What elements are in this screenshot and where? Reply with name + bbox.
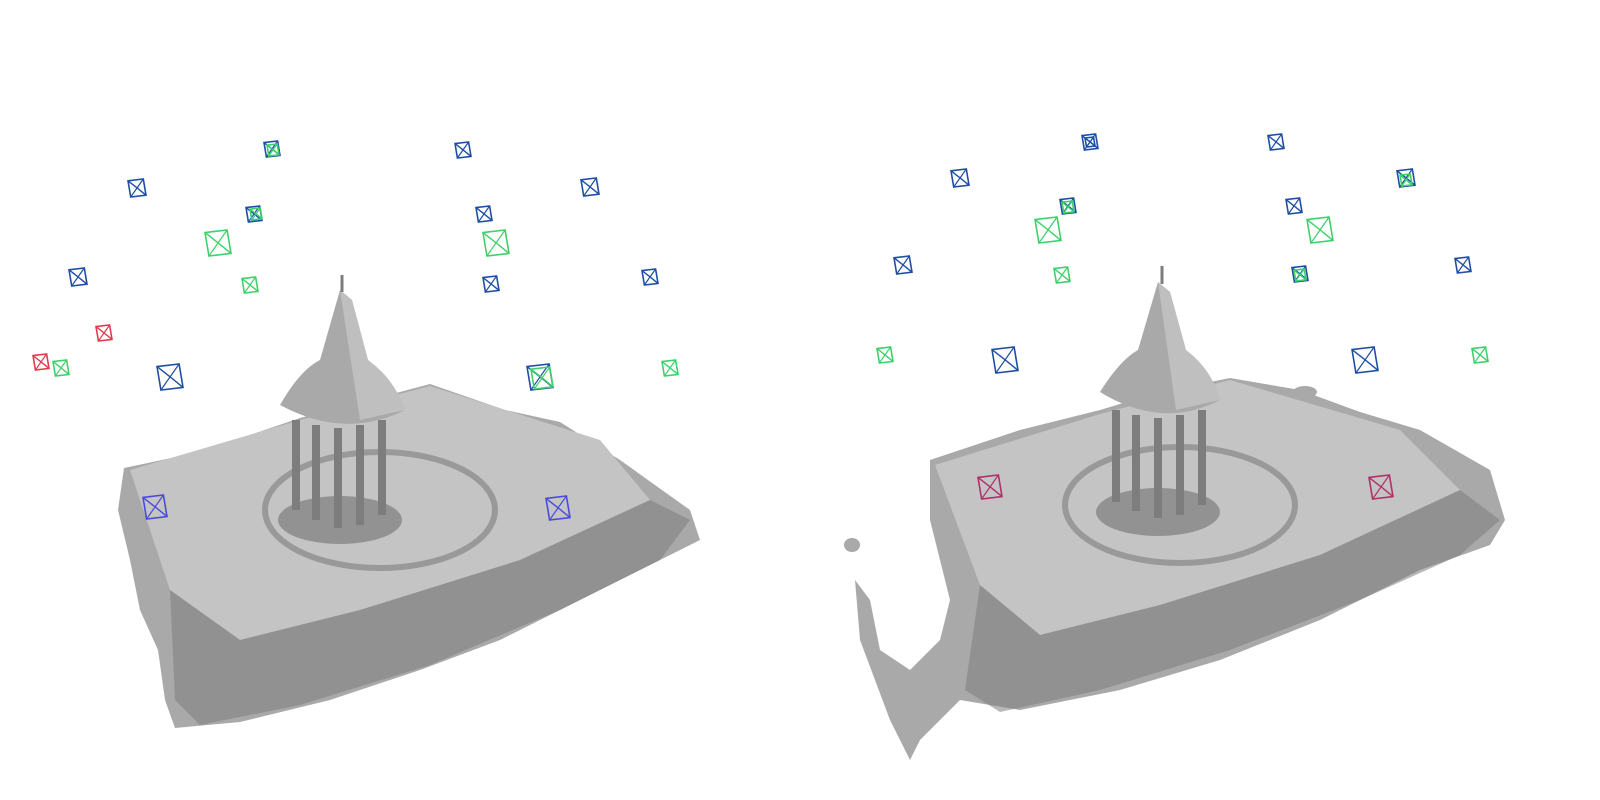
right-camera-blue-11 xyxy=(1084,136,1096,148)
left-reconstruction-panel xyxy=(32,140,700,728)
right-camera-green-15 xyxy=(876,346,894,364)
left-camera-blue-2 xyxy=(580,177,600,197)
left-camera-green-16 xyxy=(530,366,554,390)
right-reconstruction-panel xyxy=(800,0,1600,800)
left-camera-blue-0 xyxy=(127,178,147,198)
right-camera-green-18 xyxy=(1293,268,1307,282)
right-reconstruction-view xyxy=(844,133,1505,760)
left-camera-green-13 xyxy=(241,276,259,294)
right-mesh xyxy=(844,266,1505,760)
right-camera-blue-6 xyxy=(893,255,913,275)
left-camera-violet-21 xyxy=(142,494,168,520)
right-camera-green-19 xyxy=(1399,173,1413,187)
right-camera-green-16 xyxy=(1471,346,1489,364)
left-camera-green-18 xyxy=(249,207,263,221)
left-camera-blue-5 xyxy=(482,275,500,293)
left-camera-red-20 xyxy=(95,324,113,342)
right-mesh-front-skirt xyxy=(965,490,1500,712)
left-camera-violet-22 xyxy=(545,495,571,521)
left-camera-green-17 xyxy=(266,143,280,157)
left-camera-green-12 xyxy=(482,229,510,257)
right-camera-blue-8 xyxy=(1454,256,1472,274)
right-mesh-blob xyxy=(844,538,860,552)
left-camera-blue-7 xyxy=(641,268,659,286)
right-camera-magenta-20 xyxy=(977,474,1003,500)
right-camera-green-14 xyxy=(1053,266,1071,284)
right-camera-blue-2 xyxy=(1267,133,1285,151)
left-mesh-front-skirt xyxy=(170,500,690,725)
left-mesh xyxy=(118,275,700,728)
left-camera-frustums xyxy=(32,140,679,521)
right-camera-magenta-21 xyxy=(1368,474,1394,500)
left-camera-blue-4 xyxy=(68,267,88,287)
right-camera-green-17 xyxy=(1061,200,1075,214)
right-camera-green-12 xyxy=(1034,216,1062,244)
left-camera-blue-3 xyxy=(475,205,493,223)
right-camera-blue-5 xyxy=(1285,197,1303,215)
right-mesh-fragment xyxy=(1293,386,1317,398)
left-camera-red-19 xyxy=(32,353,50,371)
left-camera-green-14 xyxy=(52,359,70,377)
right-camera-blue-9 xyxy=(991,346,1019,374)
right-camera-blue-0 xyxy=(950,168,970,188)
left-camera-green-11 xyxy=(204,229,232,257)
left-camera-blue-1 xyxy=(454,141,472,159)
left-camera-green-15 xyxy=(661,359,679,377)
right-camera-green-13 xyxy=(1306,216,1334,244)
left-reconstruction-view xyxy=(32,140,700,728)
right-gazebo xyxy=(1096,266,1220,536)
right-camera-blue-10 xyxy=(1351,346,1379,374)
right-camera-frustums xyxy=(876,133,1489,500)
left-camera-blue-6 xyxy=(156,363,184,391)
left-gazebo xyxy=(278,275,405,544)
